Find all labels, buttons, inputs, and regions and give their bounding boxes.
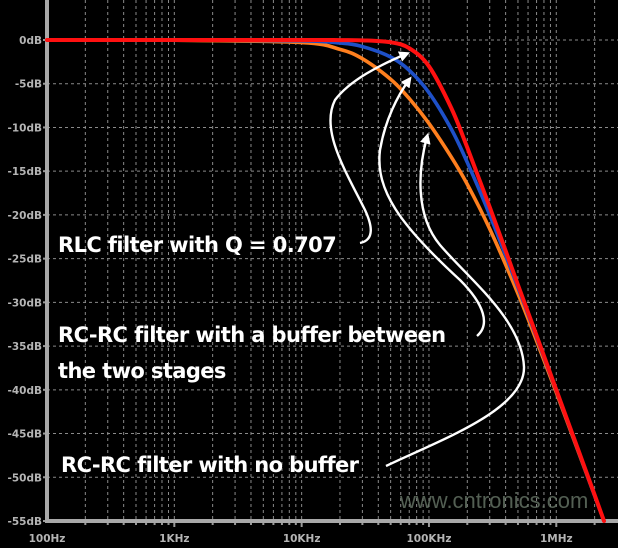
y-tick-label: -15dB	[8, 166, 43, 178]
y-tick-label: -35dB	[8, 341, 43, 353]
arrow-rlc	[329, 51, 410, 245]
x-tick-label: 1KHz	[159, 533, 189, 545]
y-tick-label: -25dB	[8, 254, 43, 266]
series-line-0	[45, 38, 606, 523]
series-line-1	[45, 38, 606, 523]
y-tick-label: -50dB	[8, 472, 43, 484]
y-tick-label: -40dB	[8, 385, 43, 397]
x-tick-label: 100Hz	[29, 533, 66, 545]
y-tick-label: -5dB	[15, 79, 42, 91]
x-tick-label: 100KHz	[406, 533, 451, 545]
annotations: RLC filter with Q = 0.707 RC-RC filter w…	[58, 233, 446, 477]
watermark: www.cntronics.com	[399, 488, 588, 513]
y-tick-label: -55dB	[8, 516, 43, 528]
y-tick-label: -10dB	[8, 122, 43, 134]
annotation-rc-no-buffer: RC-RC filter with no buffer	[61, 453, 360, 477]
axes	[43, 0, 618, 527]
annotation-rc-buffer-line1: RC-RC filter with a buffer between	[58, 323, 445, 347]
series-lines	[45, 37, 606, 523]
y-tick-label: 0dB	[19, 35, 42, 47]
y-tick-label: -20dB	[8, 210, 43, 222]
annotation-rlc: RLC filter with Q = 0.707	[58, 233, 336, 257]
series-line-2	[45, 37, 606, 523]
x-tick-label: 1MHz	[540, 533, 573, 545]
tick-labels: 0dB -5dB -10dB -15dB -20dB -25dB -30dB -35dB -40…	[8, 35, 573, 545]
annotation-arrows	[329, 51, 526, 468]
arrow-rc-no-buffer	[385, 132, 526, 468]
y-tick-label: -45dB	[8, 429, 43, 441]
grid	[47, 0, 618, 521]
x-tick-label: 10KHz	[283, 533, 321, 545]
annotation-rc-buffer-line2: the two stages	[58, 359, 226, 383]
arrow-rc-buffer	[378, 76, 486, 337]
y-tick-label: -30dB	[8, 297, 43, 309]
